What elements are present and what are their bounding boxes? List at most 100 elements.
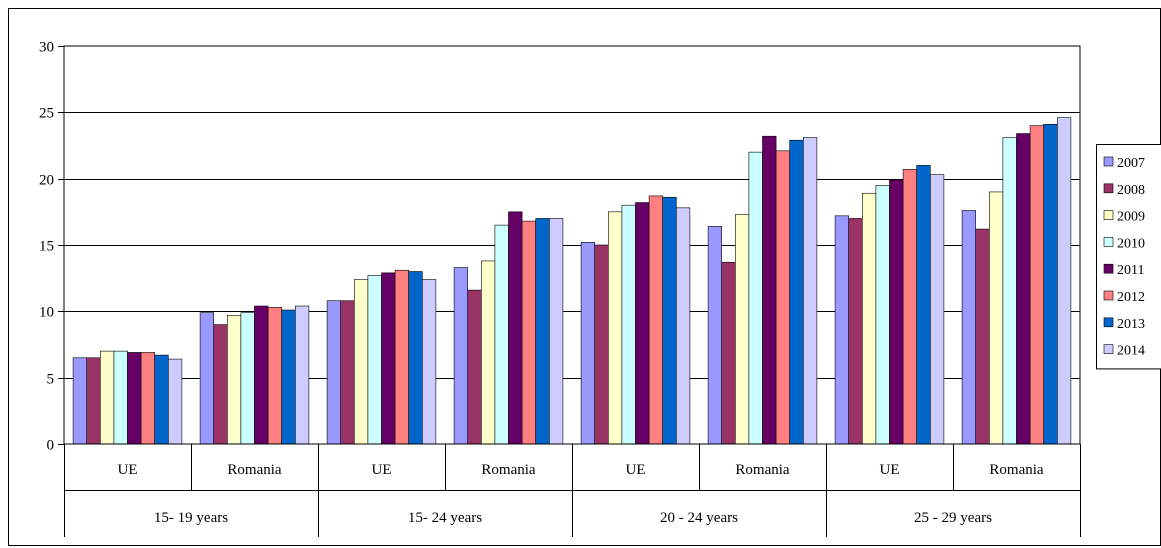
bar-2007-6: [834, 215, 849, 445]
bar-2010-5: [748, 151, 763, 445]
legend-swatch-2014: [1103, 344, 1114, 354]
x-category-label: Romania: [735, 462, 789, 478]
legend-swatch-2009: [1103, 210, 1114, 220]
bar-2012-5: [775, 150, 790, 445]
legend-swatch-2008: [1103, 183, 1114, 194]
bar-2014-0: [168, 358, 183, 445]
bar-2008-6: [848, 218, 863, 445]
bar-2010-0: [113, 350, 128, 445]
bar-2010-1: [240, 312, 255, 445]
bar-2013-1: [281, 309, 296, 445]
y-axis-ticks: 0 5 10 15 20 25 30: [39, 40, 64, 454]
bar-2011-7: [1016, 133, 1031, 445]
bar-2009-6: [861, 192, 877, 445]
bar-2008-7: [975, 228, 990, 445]
x-category-label: Romania: [989, 462, 1043, 478]
y-tick-label: 0: [47, 438, 55, 454]
bar-2010-2: [367, 275, 382, 445]
bar-2007-2: [326, 300, 342, 445]
bar-2013-5: [789, 139, 804, 445]
x-axis-categories: UE Romania UE Romania UE Romania UE Romania 15- …: [64, 444, 1081, 537]
bar-2011-3: [508, 211, 523, 445]
bar-2013-2: [408, 271, 423, 445]
x-group-label: 15- 19 years: [154, 510, 228, 526]
x-category-label: Romania: [227, 462, 281, 478]
legend-box: [1096, 144, 1161, 370]
bar-2010-3: [494, 224, 509, 445]
bar-2013-0: [154, 354, 169, 445]
bar-2011-0: [127, 352, 142, 445]
bar-2014-1: [294, 305, 310, 445]
bar-2008-5: [721, 261, 736, 445]
bar-2012-6: [902, 169, 917, 445]
bar-2010-4: [621, 204, 636, 445]
bar-2008-2: [340, 300, 355, 445]
y-tick-label: 15: [39, 239, 54, 255]
bar-2011-6: [889, 179, 904, 445]
x-category-label: UE: [626, 462, 646, 478]
bar-2008-1: [213, 324, 228, 445]
bar-2008-0: [86, 357, 101, 445]
bar-2010-7: [1002, 137, 1017, 445]
bar-2008-4: [594, 244, 609, 445]
y-tick-label: 5: [47, 372, 55, 388]
x-category-label: UE: [372, 462, 392, 478]
legend-swatch-2013: [1103, 317, 1114, 328]
bar-2009-5: [734, 214, 750, 445]
bar-2011-4: [635, 202, 650, 445]
bar-2011-1: [254, 305, 269, 445]
bar-2007-3: [453, 267, 469, 445]
bar-2008-3: [467, 289, 482, 445]
bar-2012-7: [1029, 125, 1044, 445]
x-group-label: 15- 24 years: [408, 510, 482, 526]
bar-2013-6: [916, 165, 931, 445]
bar-2007-0: [72, 357, 87, 445]
bar-2013-7: [1043, 123, 1058, 445]
bar-2009-2: [353, 279, 369, 445]
bars: [72, 117, 1072, 445]
bar-2014-7: [1057, 117, 1072, 445]
bar-2009-7: [988, 191, 1004, 445]
bar-2013-3: [535, 218, 550, 445]
bar-2012-0: [140, 352, 156, 445]
y-tick-label: 10: [39, 305, 54, 321]
legend-label-2009: 2009: [1117, 210, 1145, 225]
legend-swatch-2012: [1103, 290, 1114, 301]
bar-2013-4: [662, 196, 677, 445]
bar-2007-4: [580, 242, 595, 445]
bar-2014-3: [548, 218, 564, 445]
bar-2014-5: [802, 137, 818, 445]
x-group-label: 20 - 24 years: [660, 510, 738, 526]
bar-2010-6: [875, 185, 890, 445]
bar-2011-5: [762, 135, 777, 445]
legend-label-2010: 2010: [1117, 236, 1145, 251]
bar-2012-4: [648, 195, 663, 445]
bar-2012-2: [394, 269, 410, 445]
bar-2007-7: [961, 210, 976, 445]
legend-swatch-2010: [1103, 237, 1114, 247]
legend-label-2014: 2014: [1117, 344, 1145, 359]
y-tick-label: 25: [39, 106, 54, 122]
x-category-label: UE: [118, 462, 138, 478]
legend-label-2008: 2008: [1117, 183, 1145, 198]
x-category-label: UE: [880, 462, 900, 478]
bar-2007-1: [199, 312, 215, 445]
y-tick-label: 30: [39, 40, 54, 56]
bar-2012-3: [521, 220, 536, 445]
bar-2012-1: [267, 307, 283, 445]
x-group-label: 25 - 29 years: [914, 510, 992, 526]
legend-label-2011: 2011: [1117, 263, 1144, 278]
bar-2014-6: [929, 174, 945, 445]
legend: 2007 2008 2009 2010 2011 2012 2013 2014: [1096, 144, 1161, 370]
bar-2009-0: [100, 350, 115, 445]
bar-2011-2: [381, 272, 396, 445]
bar-2009-1: [227, 315, 242, 445]
x-category-label: Romania: [481, 462, 535, 478]
legend-swatch-2007: [1103, 156, 1114, 167]
bar-2014-2: [421, 279, 437, 445]
bar-2009-4: [607, 211, 623, 445]
legend-label-2007: 2007: [1117, 156, 1145, 171]
bar-2009-3: [480, 260, 496, 445]
